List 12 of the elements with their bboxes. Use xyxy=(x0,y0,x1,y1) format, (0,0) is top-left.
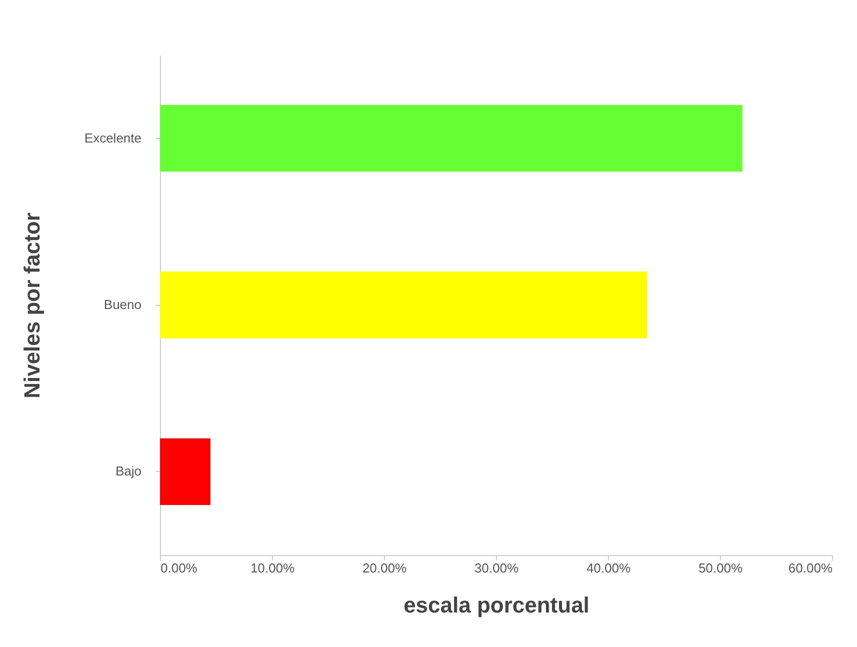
x-tick-label: 30.00% xyxy=(474,560,519,576)
x-axis-title: escala porcentual xyxy=(404,592,590,618)
y-axis-title: Niveles por factor xyxy=(19,212,44,398)
x-tick-label: 60.00% xyxy=(788,560,833,576)
x-tick-label: 50.00% xyxy=(698,560,743,576)
x-tick-label: 20.00% xyxy=(362,560,407,576)
x-tick-label: 10.00% xyxy=(250,560,295,576)
x-tick-label: 40.00% xyxy=(586,560,631,576)
y-tick-label: Bajo xyxy=(115,464,142,479)
y-tick-label: Excelente xyxy=(84,130,142,146)
y-tick-label: Bueno xyxy=(104,297,142,312)
x-tick-label: 0.00% xyxy=(160,560,198,576)
